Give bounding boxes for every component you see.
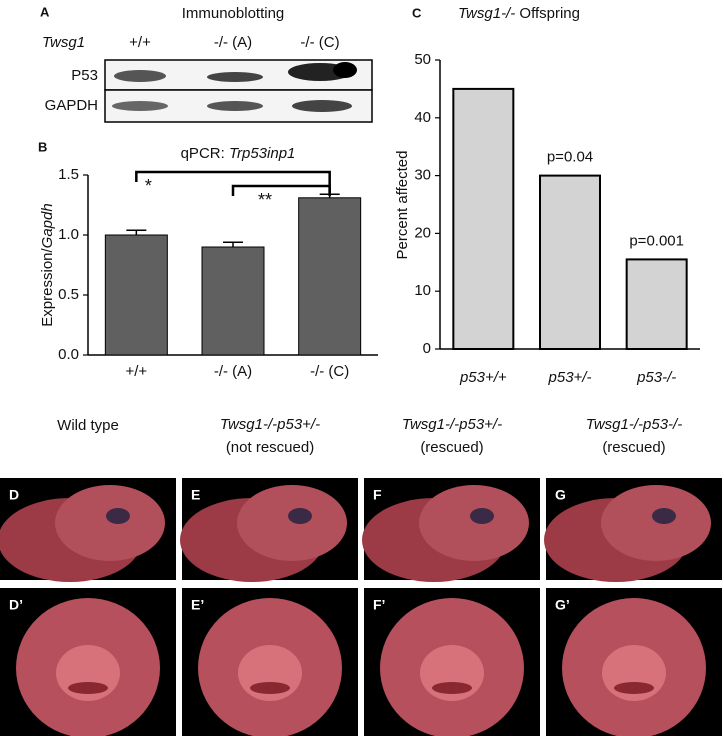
- bar: [539, 174, 601, 350]
- column-header: (rescued): [420, 439, 483, 456]
- column-header: Wild type: [57, 417, 119, 434]
- pup-eye: [470, 508, 494, 524]
- pup-mouth: [432, 682, 472, 694]
- column-header: (not rescued): [226, 439, 314, 456]
- y-tick-label: 1.0: [58, 226, 79, 243]
- title-part: Trp53inp1: [229, 145, 295, 162]
- pup-mouth: [250, 682, 290, 694]
- p-value: p=0.001: [629, 232, 684, 249]
- y-tick-label: 10: [414, 282, 431, 299]
- gene-label: Twsg1: [42, 34, 85, 51]
- y-tick-label: 40: [414, 109, 431, 126]
- bar: [104, 234, 168, 356]
- significance-label: **: [258, 190, 272, 210]
- x-tick-label: +/+: [125, 363, 147, 380]
- photo-letter: F’: [373, 597, 385, 613]
- pup-head: [55, 485, 165, 561]
- photo-letter: F: [373, 487, 382, 503]
- blot: [104, 59, 373, 123]
- x-tick-label: p53+/-: [548, 369, 592, 386]
- panel-letter: C: [412, 5, 422, 20]
- y-tick-label: 0.0: [58, 346, 79, 363]
- bar: [298, 197, 362, 356]
- label-part: Percent affected: [394, 151, 411, 260]
- pup-head: [419, 485, 529, 561]
- y-tick-label: 0.5: [58, 286, 79, 303]
- panel-title: Immunoblotting: [182, 5, 285, 22]
- significance-bracket: [135, 170, 331, 193]
- label-part: Gapdh: [39, 203, 56, 248]
- label-part: Expression/: [39, 248, 56, 327]
- photo-letter: D: [9, 487, 19, 503]
- title-part: Twsg1-/-: [458, 5, 515, 22]
- bar: [452, 87, 515, 351]
- pup-eye: [288, 508, 312, 524]
- column-header: Twsg1-/-p53-/-: [586, 416, 682, 433]
- y-tick-label: 1.5: [58, 166, 79, 183]
- p-value: p=0.04: [547, 149, 593, 166]
- column-header: Twsg1-/-p53+/-: [402, 416, 502, 433]
- photo: G: [544, 478, 722, 582]
- photo-letter: E: [191, 487, 200, 503]
- pup-eye: [106, 508, 130, 524]
- pup-head: [237, 485, 347, 561]
- genotype-label: +/+: [129, 34, 151, 51]
- photo-letter: D’: [9, 597, 23, 613]
- photo-letter: E’: [191, 597, 204, 613]
- y-axis-label: Expression/Gapdh: [39, 203, 56, 326]
- photo-letter: G: [555, 487, 566, 503]
- panel-letter: A: [40, 4, 50, 19]
- chart-title: qPCR: Trp53inp1: [181, 145, 296, 162]
- blot-row-label: P53: [71, 67, 98, 84]
- y-tick-label: 0: [423, 340, 431, 357]
- column-header: Twsg1-/-p53+/-: [220, 416, 320, 433]
- bar: [201, 246, 265, 356]
- genotype-label: -/- (C): [300, 34, 339, 51]
- photo: G’: [546, 588, 722, 736]
- blot-row-label: GAPDH: [45, 97, 98, 114]
- photo: D: [0, 478, 176, 582]
- photo: F: [362, 478, 540, 582]
- photo-letter: G’: [555, 597, 570, 613]
- title-part: Offspring: [515, 5, 580, 22]
- pup-head: [601, 485, 711, 561]
- pup-mouth: [614, 682, 654, 694]
- photo: D’: [0, 588, 176, 736]
- significance-bracket: [231, 184, 331, 196]
- x-tick-label: p53+/+: [459, 369, 507, 386]
- column-header: (rescued): [602, 439, 665, 456]
- x-tick-label: p53-/-: [636, 369, 676, 386]
- error-bar: [223, 241, 243, 247]
- bar: [625, 258, 688, 350]
- photo: E: [180, 478, 358, 582]
- y-axis-label: Percent affected: [394, 151, 411, 260]
- x-tick-label: -/- (C): [310, 363, 349, 380]
- y-tick-label: 30: [414, 167, 431, 184]
- x-tick-label: -/- (A): [214, 363, 252, 380]
- panel-letter: B: [38, 139, 47, 154]
- photo: E’: [182, 588, 358, 736]
- y-tick-label: 50: [414, 51, 431, 68]
- pup-eye: [652, 508, 676, 524]
- pup-mouth: [68, 682, 108, 694]
- genotype-label: -/- (A): [214, 34, 252, 51]
- significance-label: *: [145, 176, 152, 196]
- title-part: qPCR:: [181, 145, 229, 162]
- y-tick-label: 20: [414, 224, 431, 241]
- chart-title: Twsg1-/- Offspring: [458, 5, 580, 22]
- photo: F’: [364, 588, 540, 736]
- error-bar: [126, 229, 147, 235]
